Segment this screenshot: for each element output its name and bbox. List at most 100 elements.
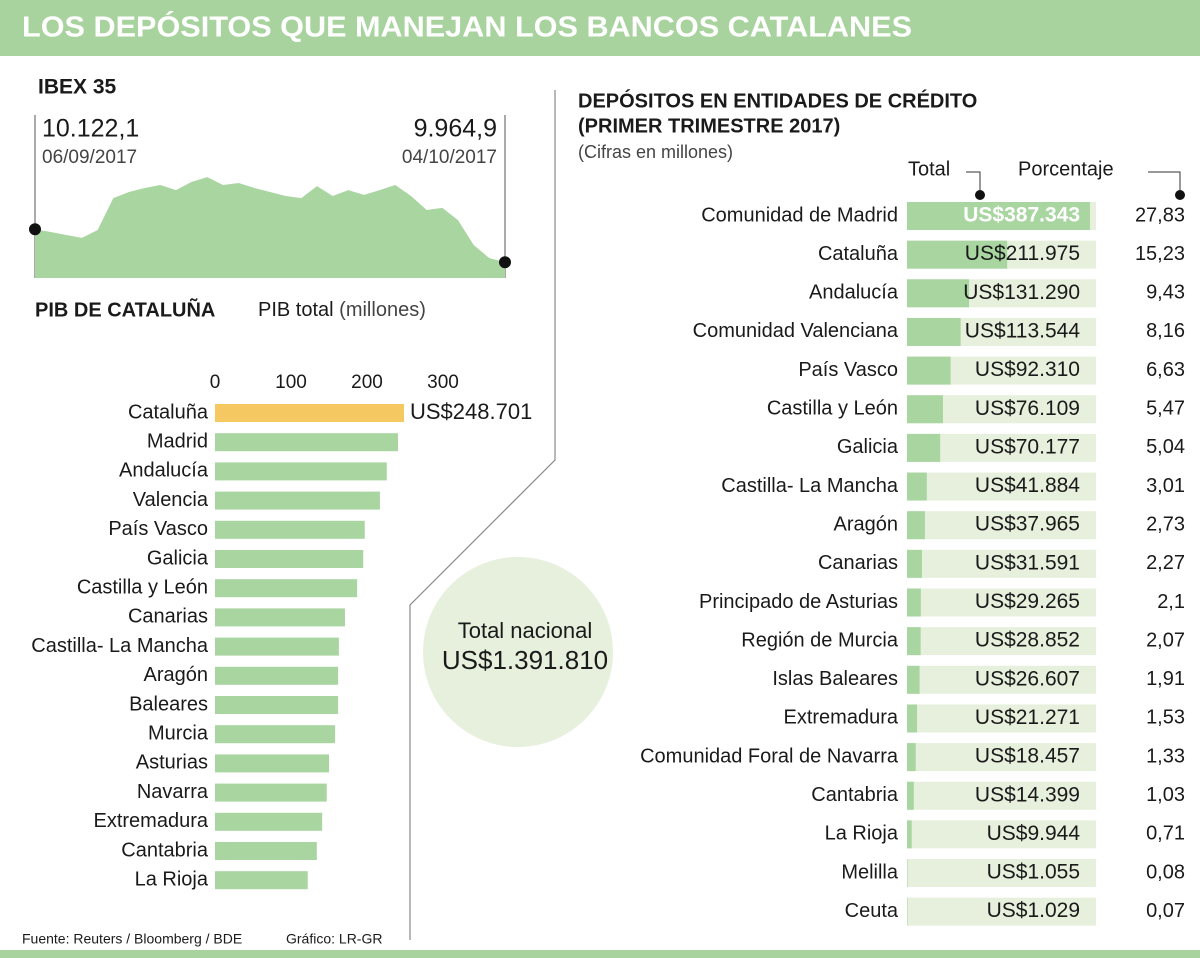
percentage-label: 0,07	[1146, 900, 1185, 922]
percentage-label: 8,16	[1146, 320, 1185, 342]
x-tick-label: 100	[275, 372, 307, 393]
percentage-label: 1,33	[1146, 745, 1185, 767]
bar	[215, 404, 405, 422]
bar	[215, 579, 358, 598]
bar-track	[907, 859, 1096, 888]
value-label: US$1.055	[987, 861, 1080, 884]
header-dot	[975, 190, 985, 200]
bar	[215, 871, 308, 890]
bar	[907, 781, 914, 810]
point	[29, 223, 41, 236]
category-label: Andalucía	[809, 282, 899, 304]
bar-track	[907, 781, 1096, 810]
source: Fuente: Reuters / Bloomberg / BDE	[22, 931, 242, 947]
bar-track	[907, 665, 1096, 694]
value-label: US$29.265	[975, 590, 1080, 613]
value-label: US$70.177	[975, 435, 1080, 458]
bar	[907, 202, 1091, 230]
category-label: País Vasco	[798, 359, 898, 381]
category-label: Extremadura	[94, 810, 209, 832]
deposit-title: (PRIMER TRIMESTRE 2017)	[578, 115, 840, 137]
x-tick-label: 0	[210, 372, 221, 393]
value-label: US$26.607	[975, 667, 1080, 690]
category-label: Andalucía	[119, 460, 209, 482]
category-label: Cantabria	[811, 784, 899, 806]
bar	[215, 666, 339, 685]
value-label: US$76.109	[975, 397, 1080, 420]
bar	[907, 472, 927, 501]
axis-label: PIB total	[258, 299, 334, 321]
header-pointer	[1148, 171, 1181, 192]
category-label: Madrid	[147, 430, 208, 452]
area	[35, 177, 505, 278]
category-label: Melilla	[841, 861, 899, 883]
percentage-label: 1,53	[1146, 707, 1185, 729]
bar	[907, 588, 921, 617]
deposit-title: DEPÓSITOS EN ENTIDADES DE CRÉDITO	[578, 88, 977, 112]
category-label: Navarra	[137, 781, 209, 803]
credit: Gráfico: LR-GR	[286, 931, 382, 947]
bar	[907, 665, 920, 694]
percentage-label: 27,83	[1135, 204, 1185, 226]
percentage-label: 2,07	[1146, 629, 1185, 651]
bar	[215, 491, 380, 510]
percentage-label: 1,91	[1146, 668, 1185, 690]
bar-track	[907, 588, 1096, 617]
footer-band	[0, 950, 1200, 958]
total-value: US$1.391.810	[442, 645, 608, 675]
percentage-label: 2,73	[1146, 513, 1185, 535]
bar	[215, 812, 323, 831]
bar	[907, 317, 961, 346]
value-label: US$14.399	[975, 783, 1080, 806]
value-label: US$41.884	[975, 474, 1080, 497]
category-label: Cataluña	[818, 243, 899, 265]
percentage-label: 3,01	[1146, 475, 1185, 497]
category-label: Islas Baleares	[772, 668, 898, 690]
ibex-title: IBEX 35	[38, 76, 117, 99]
total-circle	[423, 557, 613, 747]
category-label: Comunidad Valenciana	[693, 320, 899, 342]
bar	[907, 511, 925, 540]
category-label: Castilla- La Mancha	[31, 635, 209, 657]
percentage-label: 15,23	[1135, 243, 1185, 265]
x-tick-label: 300	[427, 372, 459, 393]
date-label: 06/09/2017	[42, 147, 137, 168]
total-label: Total nacional	[458, 618, 593, 643]
bar	[907, 433, 941, 462]
bar-track	[907, 820, 1096, 849]
category-label: Castilla- La Mancha	[721, 475, 899, 497]
category-label: La Rioja	[135, 868, 209, 890]
category-label: Cataluña	[128, 401, 209, 423]
category-label: Ceuta	[845, 900, 899, 922]
value-label: 9.964,9	[414, 115, 497, 143]
bar-track	[907, 549, 1096, 578]
bar	[907, 549, 922, 578]
bar	[215, 842, 317, 860]
category-label: Castilla y León	[77, 576, 208, 598]
bar	[907, 820, 912, 849]
bar	[907, 356, 951, 385]
value-label: US$18.457	[975, 745, 1080, 768]
category-label: Castilla y León	[767, 398, 898, 420]
percentage-label: 5,04	[1146, 436, 1185, 458]
bar	[215, 608, 345, 627]
column-header: Porcentaje	[1018, 158, 1114, 180]
category-label: Murcia	[148, 722, 209, 744]
deposit-subtitle: (Cifras en millones)	[578, 142, 733, 162]
pib-title: PIB DE CATALUÑA	[35, 298, 215, 321]
category-label: Aragón	[144, 664, 209, 686]
bar	[907, 240, 1008, 269]
value-label: US$28.852	[975, 629, 1080, 652]
header-band	[0, 0, 1200, 56]
category-label: Comunidad de Madrid	[701, 204, 898, 226]
category-label: La Rioja	[825, 823, 899, 845]
category-label: Principado de Asturias	[699, 591, 898, 613]
value-label: US$131.290	[963, 281, 1080, 304]
bar	[215, 754, 329, 773]
percentage-label: 9,43	[1146, 282, 1185, 304]
percentage-label: 2,27	[1146, 552, 1185, 574]
bar	[907, 627, 921, 656]
value-label: US$387.343	[963, 204, 1080, 227]
category-label: Extremadura	[784, 707, 899, 729]
